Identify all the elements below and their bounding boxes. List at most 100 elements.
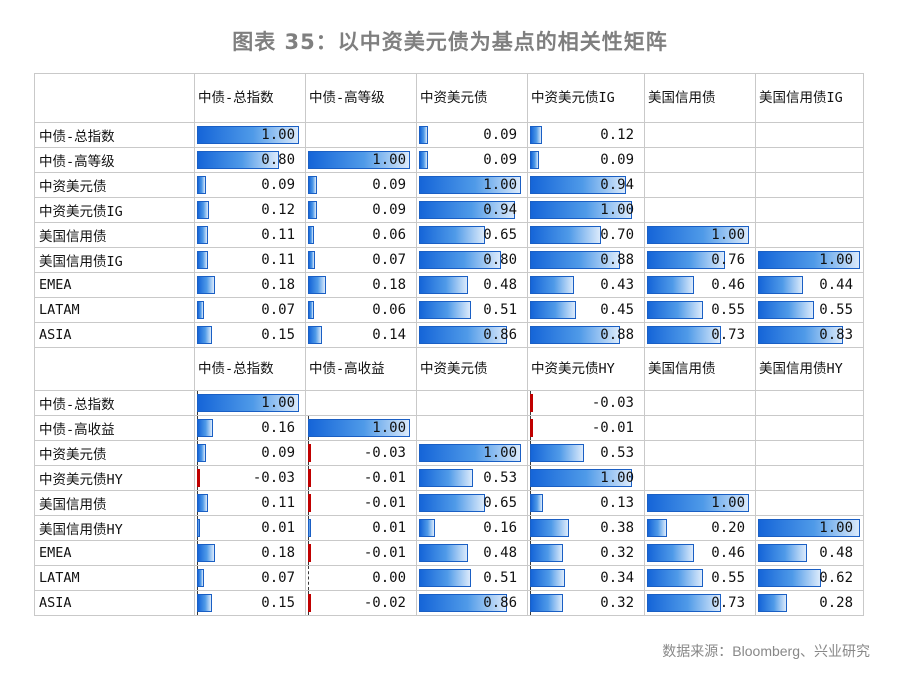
data-label: 0.11 bbox=[261, 252, 295, 268]
data-bar bbox=[197, 226, 209, 244]
data-bar bbox=[647, 494, 749, 512]
correlation-cell: 0.18 bbox=[194, 272, 306, 298]
data-label: -0.01 bbox=[591, 420, 634, 436]
data-bar bbox=[758, 301, 815, 319]
correlation-cell: -0.03 bbox=[527, 390, 645, 416]
correlation-cell bbox=[755, 172, 864, 198]
data-bar bbox=[197, 326, 213, 344]
correlation-cell: 0.73 bbox=[644, 322, 756, 348]
data-label: 0.34 bbox=[600, 570, 634, 586]
correlation-cell: 1.00 bbox=[527, 197, 645, 223]
correlation-cell: 1.00 bbox=[755, 247, 864, 273]
data-label: 0.07 bbox=[372, 252, 406, 268]
data-bar bbox=[758, 544, 807, 562]
data-bar bbox=[308, 594, 311, 612]
correlation-cell: 0.11 bbox=[194, 222, 306, 248]
data-bar bbox=[758, 326, 843, 344]
correlation-cell: 0.18 bbox=[305, 272, 417, 298]
correlation-cell: 0.48 bbox=[416, 272, 528, 298]
data-bar bbox=[419, 226, 486, 244]
correlation-cell: 0.32 bbox=[527, 590, 645, 616]
correlation-cell: 0.38 bbox=[527, 515, 645, 541]
correlation-cell bbox=[755, 147, 864, 173]
data-label: 0.44 bbox=[819, 277, 853, 293]
correlation-cell bbox=[644, 197, 756, 223]
column-header: 中资美元债IG bbox=[527, 73, 645, 123]
data-label: 0.13 bbox=[600, 495, 634, 511]
data-label: 1.00 bbox=[372, 420, 406, 436]
table-row: 中资美元债IG 0.12 0.09 0.94 1.00 bbox=[34, 197, 864, 223]
data-bar bbox=[647, 276, 694, 294]
correlation-cell: 0.45 bbox=[527, 297, 645, 323]
data-bar bbox=[530, 569, 565, 587]
correlation-cell: 0.20 bbox=[644, 515, 756, 541]
table-row: 中债-总指数 1.00 0.09 0.12 bbox=[34, 122, 864, 148]
correlation-cell: 0.09 bbox=[305, 197, 417, 223]
correlation-cell: 0.55 bbox=[644, 297, 756, 323]
data-label: 0.00 bbox=[372, 570, 406, 586]
data-bar bbox=[308, 226, 315, 244]
data-bar bbox=[308, 176, 318, 194]
data-label: 0.09 bbox=[261, 177, 295, 193]
row-header: ASIA bbox=[34, 590, 195, 616]
correlation-cell: 1.00 bbox=[194, 390, 306, 416]
data-label: 1.00 bbox=[711, 227, 745, 243]
correlation-cell bbox=[644, 172, 756, 198]
data-label: 0.86 bbox=[483, 595, 517, 611]
data-bar bbox=[530, 301, 576, 319]
data-label: 0.65 bbox=[483, 227, 517, 243]
correlation-cell: 0.94 bbox=[416, 197, 528, 223]
column-header: 美国信用债HY bbox=[755, 347, 864, 391]
correlation-cell: 0.86 bbox=[416, 590, 528, 616]
data-bar bbox=[197, 394, 299, 412]
data-label: 0.88 bbox=[600, 327, 634, 343]
data-bar bbox=[308, 469, 311, 487]
data-bar bbox=[419, 469, 474, 487]
data-label: 1.00 bbox=[483, 445, 517, 461]
data-bar bbox=[530, 594, 563, 612]
data-bar bbox=[647, 594, 722, 612]
corner-cell bbox=[34, 73, 195, 123]
data-label: 0.20 bbox=[711, 520, 745, 536]
data-label: 0.94 bbox=[483, 202, 517, 218]
data-label: -0.02 bbox=[363, 595, 406, 611]
correlation-cell: 0.16 bbox=[194, 415, 306, 441]
data-label: 1.00 bbox=[372, 152, 406, 168]
correlation-cell bbox=[644, 415, 756, 441]
correlation-cell: 0.76 bbox=[644, 247, 756, 273]
data-bar bbox=[308, 301, 315, 319]
correlation-cell: 0.88 bbox=[527, 322, 645, 348]
data-label: 0.94 bbox=[600, 177, 634, 193]
correlation-cell: 0.14 bbox=[305, 322, 417, 348]
data-label: 0.80 bbox=[483, 252, 517, 268]
correlation-cell: 0.55 bbox=[755, 297, 864, 323]
data-bar bbox=[197, 544, 216, 562]
correlation-cell: 0.88 bbox=[527, 247, 645, 273]
correlation-cell: 0.06 bbox=[305, 297, 417, 323]
data-bar bbox=[758, 519, 860, 537]
correlation-cell: 1.00 bbox=[194, 122, 306, 148]
correlation-cell: 0.51 bbox=[416, 565, 528, 591]
data-label: 0.46 bbox=[711, 277, 745, 293]
correlation-cell: 0.07 bbox=[194, 297, 306, 323]
data-label: 0.06 bbox=[372, 227, 406, 243]
data-label: 0.01 bbox=[372, 520, 406, 536]
correlation-cell: 0.11 bbox=[194, 490, 306, 516]
data-label: 0.15 bbox=[261, 327, 295, 343]
data-label: 0.73 bbox=[711, 327, 745, 343]
data-bar bbox=[419, 251, 501, 269]
data-label: 0.09 bbox=[483, 127, 517, 143]
column-header: 中资美元债HY bbox=[527, 347, 645, 391]
row-header: 中债-总指数 bbox=[34, 390, 195, 416]
correlation-cell: 0.65 bbox=[416, 490, 528, 516]
data-label: 0.76 bbox=[711, 252, 745, 268]
data-bar bbox=[308, 494, 311, 512]
row-header: 美国信用债HY bbox=[34, 515, 195, 541]
data-bar bbox=[197, 201, 210, 219]
correlation-cell: 1.00 bbox=[527, 465, 645, 491]
correlation-cell: 0.48 bbox=[416, 540, 528, 566]
row-header: 美国信用债IG bbox=[34, 247, 195, 273]
correlation-matrix-ig: 中债-总指数 中债-高等级 中资美元债 中资美元债IG 美国信用债 美国信用债IG 中债-总… bbox=[34, 73, 864, 348]
correlation-cell: 0.80 bbox=[416, 247, 528, 273]
column-header: 美国信用债 bbox=[644, 347, 756, 391]
